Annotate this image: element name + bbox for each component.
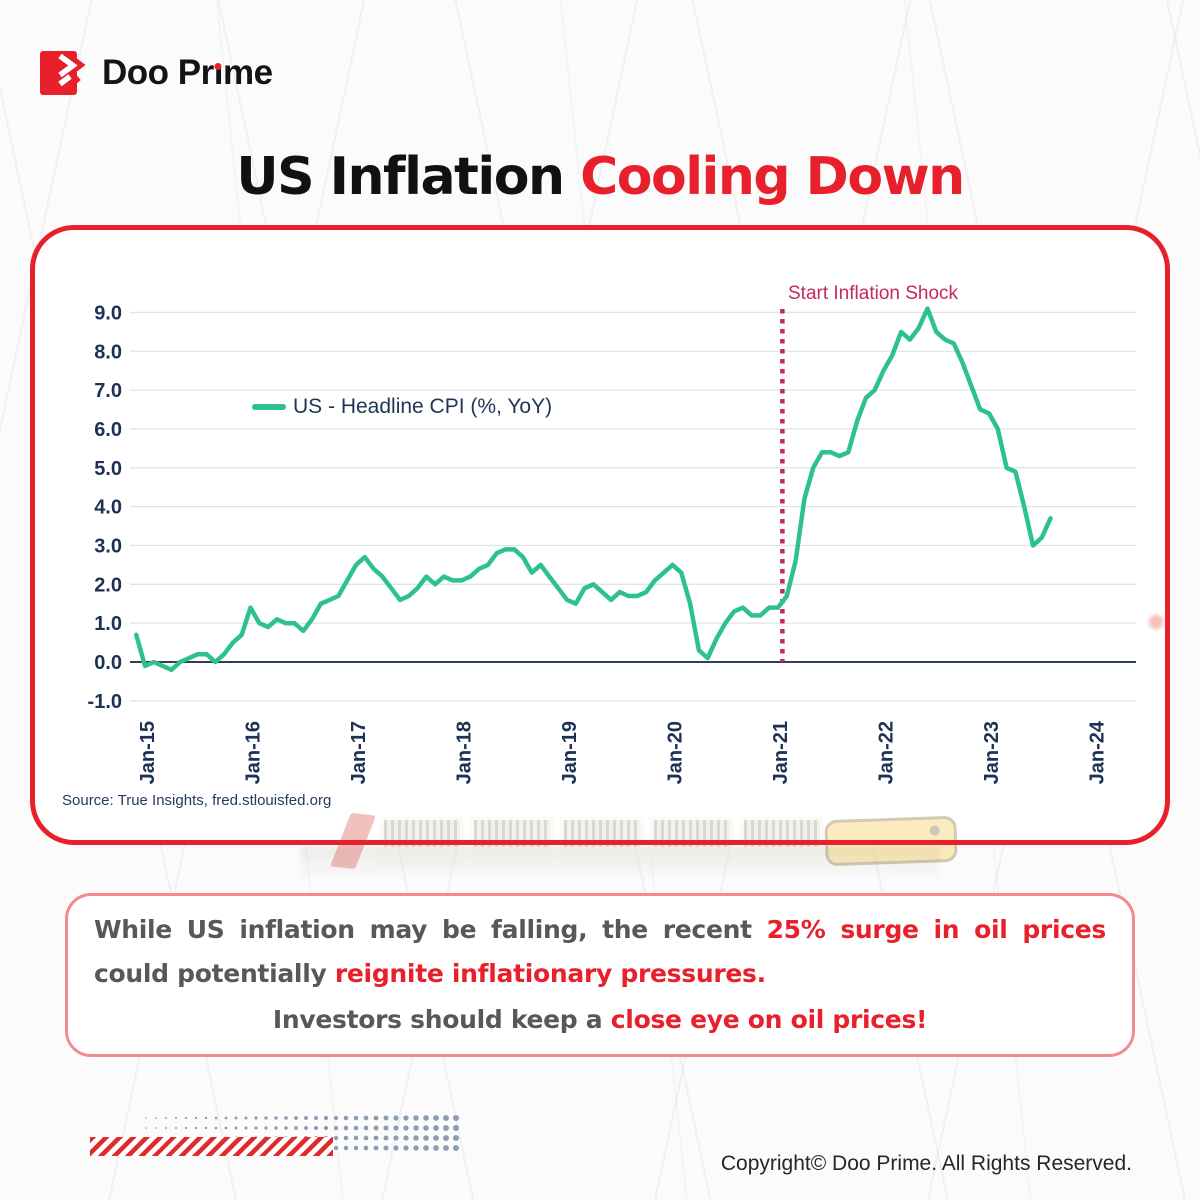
doo-prime-logo: Doo Prıme bbox=[40, 50, 273, 96]
money-stack bbox=[380, 817, 464, 869]
svg-text:Jan-22: Jan-22 bbox=[876, 721, 898, 784]
svg-text:Jan-20: Jan-20 bbox=[665, 721, 687, 784]
svg-text:Jan-21: Jan-21 bbox=[770, 721, 792, 784]
svg-text:-1.0: -1.0 bbox=[88, 691, 122, 713]
svg-text:Jan-15: Jan-15 bbox=[137, 721, 159, 784]
svg-text:9.0: 9.0 bbox=[94, 302, 122, 324]
money-stack bbox=[740, 817, 824, 869]
svg-text:2.0: 2.0 bbox=[94, 574, 122, 596]
brand-name: Doo Prıme bbox=[102, 53, 273, 92]
svg-text:5.0: 5.0 bbox=[94, 458, 122, 480]
chart-source-text: Source: True Insights, fred.stlouisfed.o… bbox=[62, 792, 332, 809]
legend-line-swatch bbox=[252, 404, 286, 410]
page-title: US Inflation Cooling Down bbox=[0, 147, 1200, 207]
money-decoration-image bbox=[280, 812, 980, 874]
money-red-shape bbox=[329, 812, 377, 870]
svg-text:7.0: 7.0 bbox=[94, 380, 122, 402]
commentary-line-2: could potentially reignite inflationary … bbox=[94, 959, 766, 988]
commentary-line-3: Investors should keep a close eye on oil… bbox=[272, 1005, 928, 1034]
legend-label: US - Headline CPI (%, YoY) bbox=[293, 395, 553, 418]
svg-text:0.0: 0.0 bbox=[94, 652, 122, 674]
svg-text:Jan-24: Jan-24 bbox=[1087, 720, 1109, 784]
chart-legend: US - Headline CPI (%, YoY) bbox=[252, 395, 552, 419]
hatched-bar-decoration bbox=[90, 1137, 333, 1156]
spark-decoration bbox=[1146, 612, 1166, 632]
svg-text:Jan-16: Jan-16 bbox=[243, 721, 265, 784]
copyright-text: Copyright© Doo Prime. All Rights Reserve… bbox=[720, 1152, 1132, 1175]
title-red: Cooling Down bbox=[580, 146, 965, 207]
money-stack bbox=[560, 817, 644, 869]
svg-text:6.0: 6.0 bbox=[94, 419, 122, 441]
svg-text:Jan-18: Jan-18 bbox=[454, 721, 476, 784]
inflation-shock-annotation: Start Inflation Shock bbox=[788, 283, 959, 304]
svg-text:Jan-17: Jan-17 bbox=[348, 721, 370, 784]
svg-text:Jan-23: Jan-23 bbox=[981, 721, 1003, 784]
chart-card: 9.0 8.0 7.0 6.0 5.0 4.0 3.0 2.0 1.0 0.0 -1.0 Jan-15… bbox=[30, 225, 1170, 870]
svg-text:8.0: 8.0 bbox=[94, 341, 122, 363]
doo-prime-logo-icon bbox=[40, 51, 86, 95]
money-stack bbox=[650, 817, 734, 869]
commentary-box: While US inflation may be falling, the r… bbox=[65, 893, 1135, 1057]
cpi-line-chart: 9.0 8.0 7.0 6.0 5.0 4.0 3.0 2.0 1.0 0.0 -1.0 Jan-15… bbox=[88, 302, 1136, 784]
commentary-line-1: While US inflation may be falling, the r… bbox=[94, 915, 1106, 944]
svg-text:4.0: 4.0 bbox=[94, 497, 122, 519]
svg-text:Jan-19: Jan-19 bbox=[559, 721, 581, 784]
money-stack bbox=[470, 817, 554, 869]
title-black: US Inflation bbox=[236, 146, 581, 207]
svg-text:1.0: 1.0 bbox=[94, 613, 122, 635]
svg-text:3.0: 3.0 bbox=[94, 535, 122, 557]
gold-sign-shape bbox=[824, 815, 958, 867]
